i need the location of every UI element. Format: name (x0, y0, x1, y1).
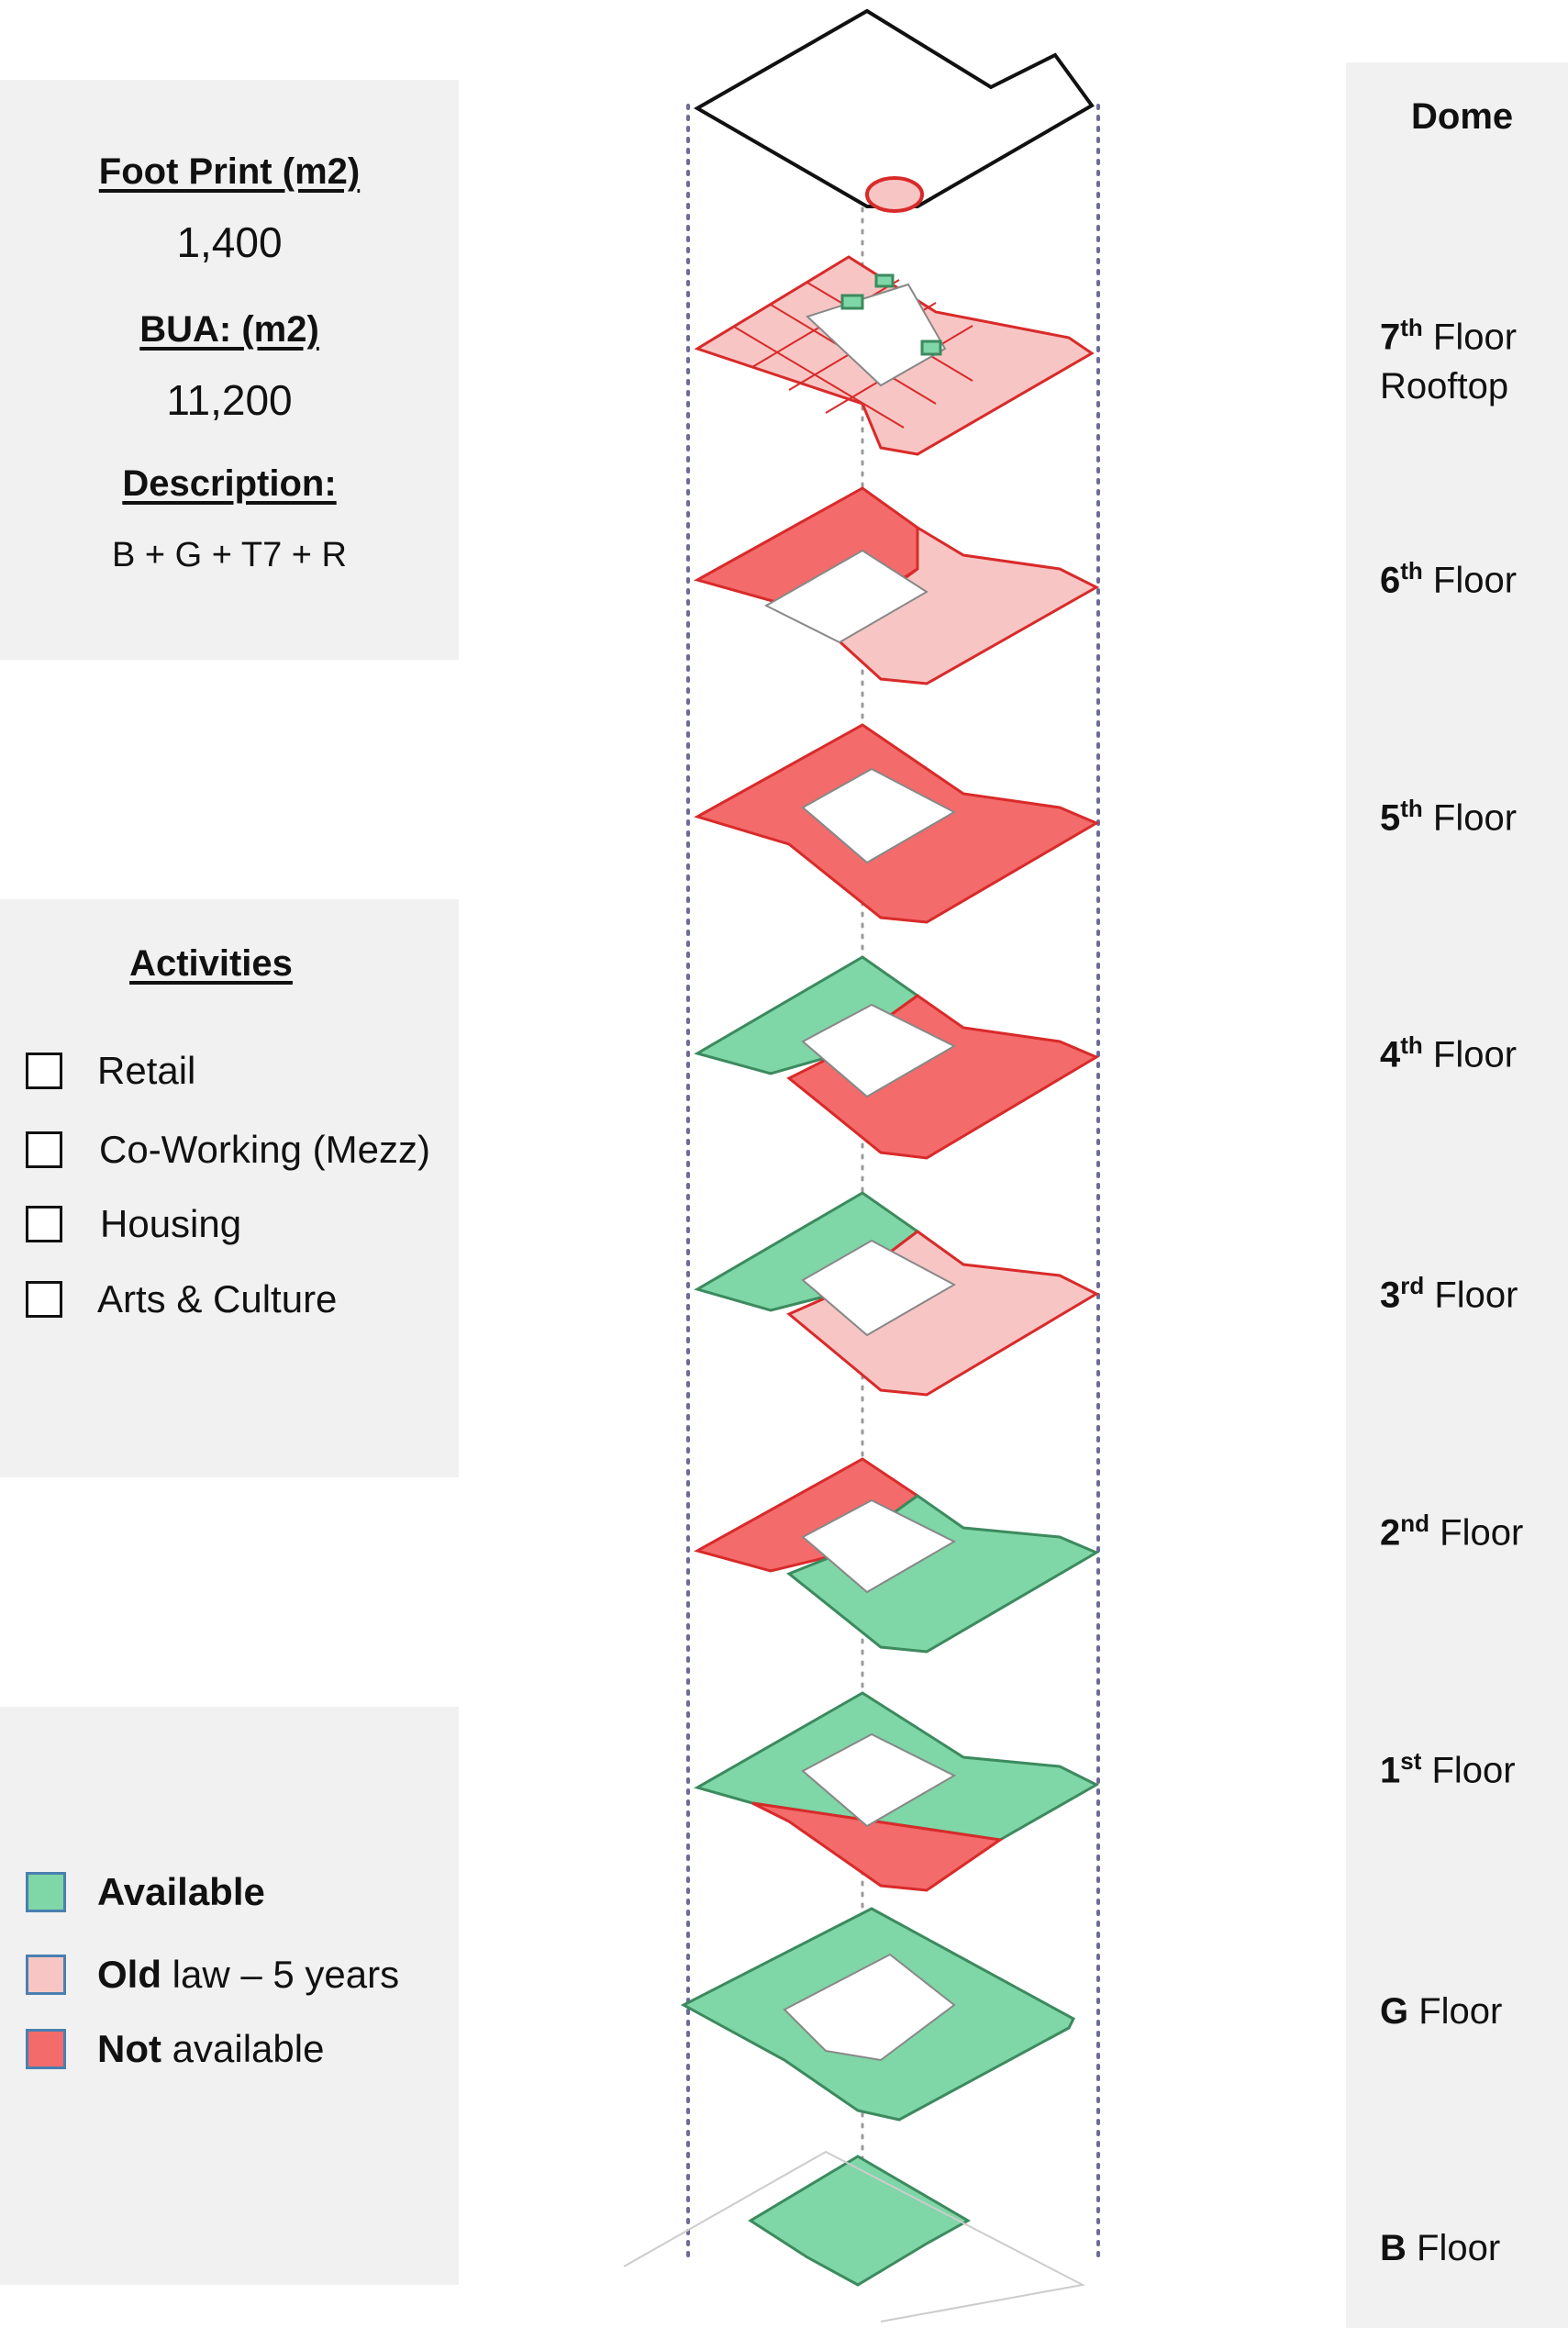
legend-label: Not available (97, 2027, 325, 2070)
activity-co-working[interactable]: Co-Working (Mezz) (26, 1128, 430, 1172)
bua-label: BUA: (m2) (139, 309, 319, 350)
floor-1-plan (694, 1691, 1100, 1892)
activity-retail[interactable]: Retail (26, 1049, 195, 1093)
legend-not-available: Not available (26, 2027, 324, 2071)
floor-label-b: B Floor (1380, 2228, 1501, 2268)
floor-label-4: 4th Floor (1380, 1031, 1518, 1075)
checkbox-arts-culture[interactable] (26, 1281, 62, 1318)
checkbox-housing[interactable] (26, 1206, 62, 1242)
bua-value: 11,200 (166, 376, 293, 424)
floor-label-2: 2nd Floor (1380, 1509, 1524, 1554)
legend-swatch-available (26, 1872, 66, 1912)
dome-plan (693, 8, 1095, 213)
description-value: B + G + T7 + R (112, 536, 347, 574)
checkbox-co-working[interactable] (26, 1131, 62, 1168)
floor-label-5: 5th Floor (1380, 795, 1518, 839)
activity-label: Arts & Culture (97, 1277, 338, 1320)
floor-label-1: 1st Floor (1380, 1747, 1516, 1791)
activity-label: Retail (97, 1049, 196, 1092)
checkbox-retail[interactable] (26, 1053, 62, 1089)
floor-3-plan (694, 1191, 1100, 1397)
footprint-value: 1,400 (176, 218, 283, 266)
legend-old-law: Old law – 5 years (26, 1953, 399, 1997)
activity-label: Co-Working (Mezz) (99, 1128, 430, 1171)
legend-label: Old law – 5 years (97, 1953, 400, 1996)
floor-label-3: 3rd Floor (1380, 1272, 1518, 1316)
floor-label-g: G Floor (1380, 1991, 1503, 2032)
info-panel: Foot Print (m2) 1,400 BUA: (m2) 11,200 D… (0, 80, 459, 660)
floor-label-dome: Dome (1411, 96, 1514, 137)
floors-panel (1346, 62, 1568, 2328)
legend-label: Available (97, 1870, 265, 1913)
floor-6-plan (694, 486, 1100, 685)
activity-label: Housing (100, 1202, 242, 1245)
description-label: Description: (122, 463, 337, 504)
activities-heading: Activities (129, 943, 293, 984)
legend-panel: Available Old law – 5 years Not availabl… (0, 1707, 459, 2285)
legend-swatch-old-law (26, 1955, 66, 1995)
activity-arts-culture[interactable]: Arts & Culture (26, 1277, 337, 1321)
activity-housing[interactable]: Housing (26, 1202, 241, 1246)
floor-label-7: 7th Floor Rooftop (1380, 314, 1518, 407)
floor-7-plan (694, 255, 1095, 456)
floor-2-plan (694, 1457, 1100, 1654)
floor-label-6: 6th Floor (1380, 557, 1518, 601)
footprint-label: Foot Print (m2) (98, 151, 361, 192)
floor-b-plan (623, 2150, 1086, 2322)
activities-panel: Activities Retail Co-Working (Mezz) Hous… (0, 899, 459, 1477)
legend-available: Available (26, 1870, 265, 1914)
floor-4-plan (694, 955, 1100, 1160)
floor-5-plan (694, 723, 1100, 924)
legend-swatch-not-available (26, 2029, 66, 2069)
floor-g-plan (680, 1907, 1075, 2122)
